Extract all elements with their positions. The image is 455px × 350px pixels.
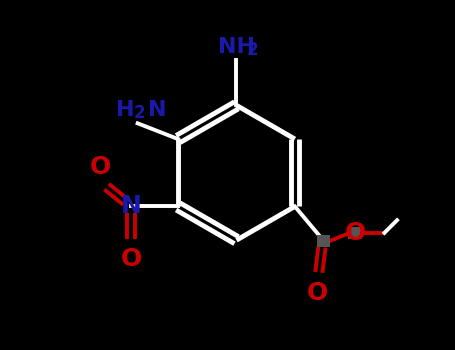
FancyBboxPatch shape — [348, 226, 363, 239]
Text: H: H — [116, 100, 134, 120]
Text: 2: 2 — [134, 104, 146, 121]
Text: O: O — [120, 247, 142, 271]
Text: NH: NH — [218, 37, 255, 57]
Text: N: N — [121, 195, 142, 218]
Text: O: O — [306, 281, 328, 305]
Text: O: O — [344, 221, 366, 245]
Text: O: O — [90, 155, 111, 180]
Text: N: N — [147, 100, 166, 120]
Text: 2: 2 — [247, 41, 258, 58]
FancyBboxPatch shape — [318, 234, 330, 247]
